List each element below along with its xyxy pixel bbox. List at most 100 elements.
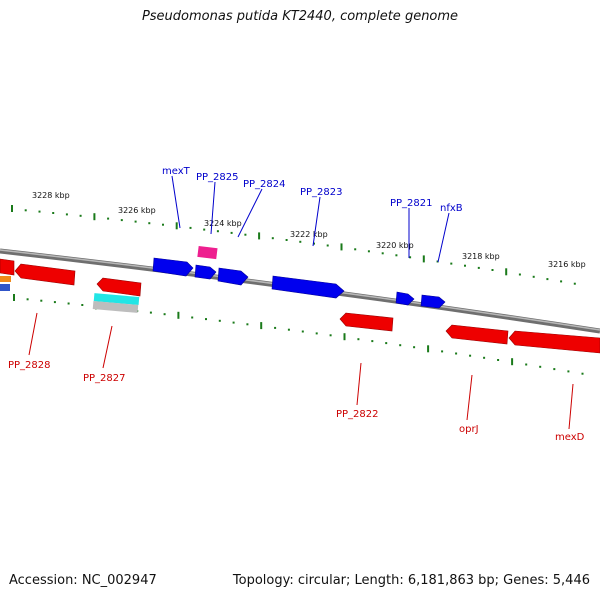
top-scale-minor-tick [450, 262, 453, 265]
scale-label-3224: 3224 kbp [204, 219, 242, 228]
label-PP_2824[interactable]: PP_2824 [243, 179, 286, 190]
top-scale-minor-tick [464, 264, 466, 267]
label-PP_2822[interactable]: PP_2822 [336, 409, 379, 420]
label-PP_2825[interactable]: PP_2825 [196, 172, 239, 183]
label-PP_2823[interactable]: PP_2823 [300, 187, 343, 198]
feature-grey[interactable] [92, 301, 139, 313]
gene-mexT[interactable] [152, 257, 194, 277]
bottom-scale-ticks [13, 294, 584, 375]
top-scale-major-tick [11, 205, 13, 212]
bottom-scale-minor-tick [246, 323, 249, 326]
bottom-scale-major-tick [511, 358, 514, 366]
top-scale-minor-tick [189, 226, 192, 229]
top-scale-minor-tick [120, 219, 123, 222]
scale-label-3216: 3216 kbp [548, 260, 586, 269]
map-title: Pseudomonas putida KT2440, complete geno… [141, 9, 459, 24]
label-callouts [28, 175, 574, 430]
gene-nfxB[interactable] [420, 294, 446, 309]
top-scale-minor-tick [477, 266, 480, 269]
bottom-scale-minor-tick [399, 344, 402, 347]
gene-PP_2823[interactable] [271, 275, 345, 299]
scale-label-3222: 3222 kbp [290, 230, 328, 239]
gene-mexD[interactable] [508, 330, 600, 354]
bottom-scale-minor-tick [205, 318, 207, 321]
genome-summary-text: Topology: circular; Length: 6,181,863 bp… [232, 573, 590, 588]
top-scale-minor-tick [107, 217, 110, 220]
reverse-labels: PP_2828 PP_2827 PP_2822 oprJ mexD [8, 360, 585, 443]
top-scale-minor-tick [230, 231, 233, 234]
bottom-scale-minor-tick [581, 372, 584, 375]
gene-PP_2821[interactable] [395, 291, 415, 306]
top-scale-minor-tick [79, 214, 82, 217]
top-scale-major-tick [340, 243, 343, 251]
top-scale-minor-tick [134, 220, 137, 223]
gene-PP_2824[interactable] [217, 267, 249, 286]
top-scale-minor-tick [216, 230, 219, 233]
top-scale-major-tick [93, 213, 96, 221]
label-nfxB[interactable]: nfxB [440, 203, 463, 214]
top-scale-minor-tick [381, 252, 384, 255]
gene-PP_2828[interactable] [14, 263, 76, 286]
bottom-scale-minor-tick [218, 319, 221, 322]
top-scale-minor-tick [395, 254, 398, 257]
gene-PP_2827[interactable] [96, 277, 142, 297]
top-scale-minor-tick [244, 233, 247, 236]
label-oprJ[interactable]: oprJ [459, 424, 479, 435]
top-scale-minor-tick [203, 228, 206, 231]
gene-PP_2825[interactable] [194, 264, 217, 280]
top-scale-minor-tick [313, 242, 315, 245]
bottom-scale-minor-tick [81, 304, 84, 306]
bottom-scale-minor-tick [567, 370, 570, 373]
bottom-scale-minor-tick [40, 299, 43, 302]
top-scale-minor-tick [299, 240, 302, 243]
scale-labels: 3228 kbp 3226 kbp 3224 kbp 3222 kbp 3220… [32, 191, 586, 269]
gene-PP_2822[interactable] [339, 312, 394, 332]
top-scale-major-tick [505, 268, 508, 276]
top-scale-minor-tick [560, 280, 563, 283]
top-scale-minor-tick [354, 248, 357, 251]
label-PP_2821[interactable]: PP_2821 [390, 198, 433, 209]
top-scale-minor-tick [271, 237, 274, 240]
feature-blue-small[interactable] [0, 284, 10, 291]
bottom-scale-minor-tick [163, 313, 166, 316]
top-scale-minor-tick [518, 273, 521, 276]
top-scale-minor-tick [326, 244, 329, 247]
feature-magenta[interactable] [197, 245, 218, 260]
bottom-scale-minor-tick [287, 328, 290, 331]
top-scale-minor-tick [546, 278, 549, 281]
bottom-scale-major-tick [13, 294, 15, 301]
forward-genes [152, 257, 446, 309]
bottom-scale-minor-tick [455, 352, 458, 355]
bottom-scale-minor-tick [149, 311, 152, 314]
bottom-scale-minor-tick [301, 330, 304, 333]
feature-orange[interactable] [0, 276, 11, 282]
bottom-scale-major-tick [177, 311, 180, 319]
top-scale-major-tick [175, 222, 178, 230]
label-PP_2827[interactable]: PP_2827 [83, 373, 126, 384]
bottom-scale-major-tick [427, 345, 430, 353]
bottom-scale-minor-tick [315, 332, 318, 335]
bottom-scale-minor-tick [357, 338, 360, 341]
label-mexD[interactable]: mexD [555, 432, 585, 443]
top-scale-minor-tick [285, 239, 288, 241]
feature-cyan[interactable] [93, 293, 140, 305]
scale-label-3220: 3220 kbp [376, 241, 414, 250]
gene-PP_2828-part[interactable] [0, 258, 15, 276]
top-scale-minor-tick [148, 222, 151, 225]
forward-labels: mexT PP_2825 PP_2824 PP_2823 PP_2821 nfx… [162, 166, 463, 214]
bottom-scale-minor-tick [232, 321, 235, 324]
bottom-scale-minor-tick [274, 326, 277, 329]
top-scale-minor-tick [162, 223, 164, 226]
label-mexT[interactable]: mexT [162, 166, 191, 177]
gene-oprJ[interactable] [445, 324, 509, 345]
top-scale-minor-tick [38, 210, 41, 213]
top-scale-major-tick [258, 232, 261, 240]
label-PP_2828[interactable]: PP_2828 [8, 360, 51, 371]
top-scale-minor-tick [367, 250, 370, 253]
bottom-scale-minor-tick [413, 346, 416, 349]
bottom-scale-minor-tick [553, 368, 556, 371]
bottom-scale-minor-tick [483, 356, 486, 359]
accession-text: Accession: NC_002947 [9, 573, 157, 588]
bottom-scale-minor-tick [525, 363, 528, 366]
bottom-scale-minor-tick [469, 354, 472, 357]
